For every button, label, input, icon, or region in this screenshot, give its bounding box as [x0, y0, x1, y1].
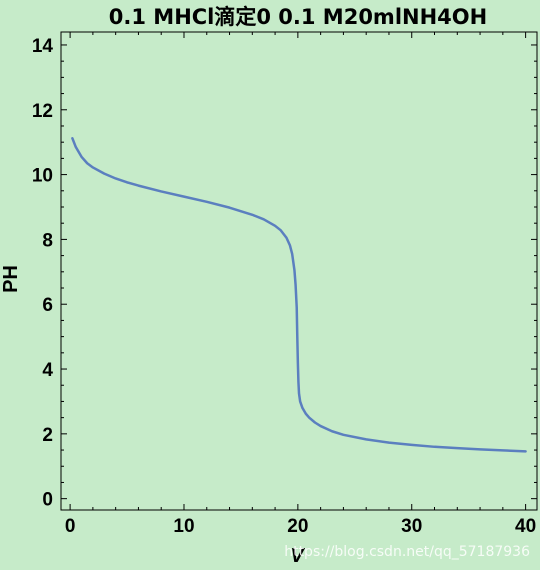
y-axis-label: PH: [0, 265, 22, 293]
chart-title: 0.1 MHCl滴定0 0.1 M20mlNH4OH: [109, 5, 487, 29]
x-tick-label: 20: [287, 516, 308, 537]
ph-titration-curve: [71, 137, 527, 453]
x-axis-label: V: [290, 545, 305, 567]
y-tick-label: 14: [32, 36, 54, 57]
x-tick-label: 30: [401, 516, 422, 537]
watermark-text: https://blog.csdn.net/qq_57187936: [284, 544, 530, 560]
y-tick-label: 2: [42, 425, 53, 446]
y-tick-label: 0: [42, 490, 53, 511]
x-tick-label: 0: [65, 516, 76, 537]
x-tick-label: 40: [515, 516, 536, 537]
y-tick-label: 10: [32, 166, 53, 187]
y-tick-label: 4: [42, 360, 53, 381]
y-tick-label: 6: [42, 295, 53, 316]
plot-frame: [60, 31, 538, 511]
y-tick-label: 8: [42, 230, 53, 251]
y-tick-label: 12: [32, 101, 53, 122]
x-tick-label: 10: [173, 516, 194, 537]
axis-ticks: 0 10 20 30 40 0 2 4 6 8 10 12 14: [32, 32, 537, 537]
series-group: [71, 137, 527, 453]
